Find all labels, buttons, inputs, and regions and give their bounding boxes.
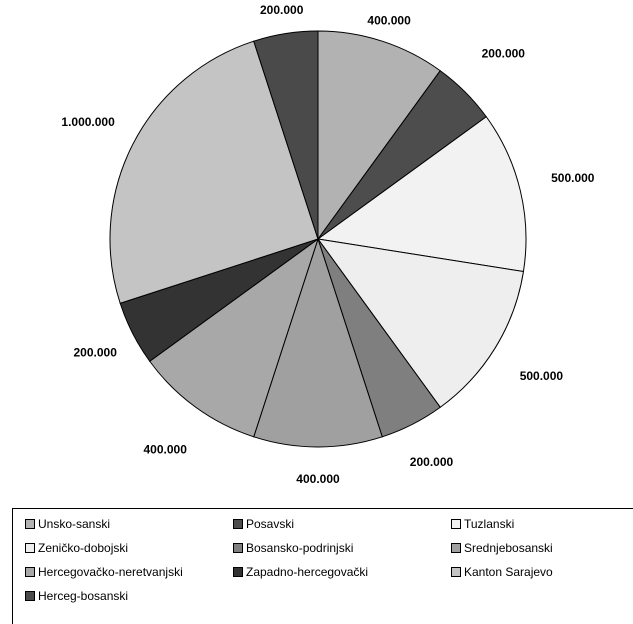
data-label: 400.000: [367, 13, 411, 27]
legend-swatch: [25, 591, 35, 601]
legend-item: Hercegovačko-neretvanjski: [25, 565, 183, 579]
pie-slice: [253, 30, 319, 240]
legend-item: Unsko-sanski: [25, 517, 110, 531]
legend-item: Srednjebosanski: [451, 541, 553, 555]
legend-swatch: [233, 543, 243, 553]
legend-item: Posavski: [233, 517, 294, 531]
legend-swatch: [451, 519, 461, 529]
legend-swatch: [25, 519, 35, 529]
legend-item: Herceg-bosanski: [25, 589, 128, 603]
legend-item: Zeničko-dobojski: [25, 541, 128, 555]
legend-swatch: [233, 519, 243, 529]
legend-item: Zapadno-hercegovački: [233, 565, 368, 579]
legend-label: Unsko-sanski: [38, 517, 111, 531]
legend-label: Zeničko-dobojski: [38, 541, 129, 555]
data-label: 400.000: [144, 442, 188, 456]
legend-label: Tuzlanski: [464, 517, 515, 531]
legend-item: Bosansko-podrinjski: [233, 541, 353, 555]
legend-swatch: [25, 543, 35, 553]
legend-label: Bosansko-podrinjski: [246, 541, 354, 555]
data-label: 400.000: [296, 472, 340, 486]
legend-label: Kanton Sarajevo: [464, 565, 553, 579]
data-label: 200.000: [482, 47, 526, 61]
legend-label: Srednjebosanski: [464, 541, 553, 555]
legend-label: Herceg-bosanski: [38, 589, 129, 603]
legend-swatch: [233, 567, 243, 577]
legend-label: Posavski: [246, 517, 295, 531]
legend-item: Tuzlanski: [451, 517, 514, 531]
data-label: 200.000: [74, 346, 118, 360]
legend-swatch: [451, 543, 461, 553]
data-label: 200.000: [410, 455, 454, 469]
pie-slice: [317, 30, 441, 241]
pie-chart: 400.000 200.000 500.000 500.000 200.000 400.0…: [61, 3, 595, 486]
legend-swatch: [25, 567, 35, 577]
legend-label: Hercegovačko-neretvanjski: [38, 565, 183, 579]
legend-swatch: [451, 567, 461, 577]
data-label: 500.000: [520, 369, 564, 383]
pie-slice: [253, 237, 383, 448]
pie-slice: [316, 238, 525, 408]
pie-slice: [109, 40, 319, 304]
legend: Unsko-sanski Posavski Tuzlanski Zeničko-dob…: [12, 508, 633, 624]
data-label: 1.000.000: [61, 115, 115, 129]
legend-label: Zapadno-hercegovački: [246, 565, 369, 579]
data-label: 200.000: [260, 3, 304, 17]
pie-slice: [149, 237, 319, 438]
pie-slice: [316, 116, 527, 273]
data-label: 500.000: [551, 171, 595, 185]
legend-item: Kanton Sarajevo: [451, 565, 553, 579]
